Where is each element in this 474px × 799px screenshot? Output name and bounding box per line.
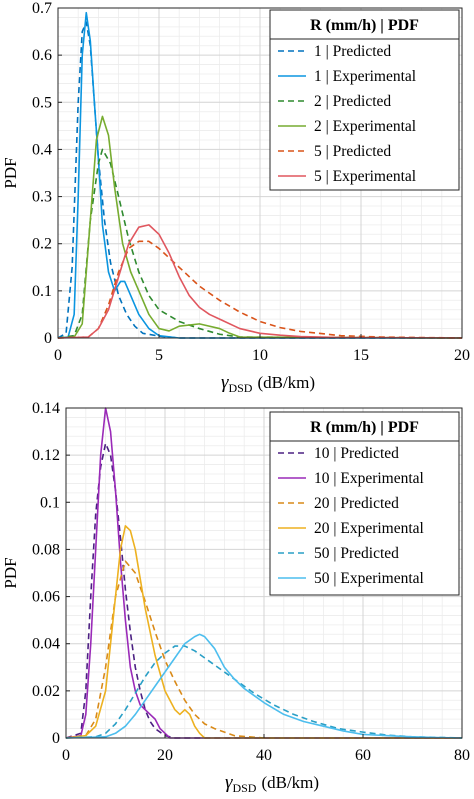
top-chart-panel: 0 5 10 15 20 0 0.1 0.2 0.3 0.4 0.5 0.6 0.7 PDF γDSD (dB… xyxy=(1,0,470,395)
x-axis-subscript: DSD xyxy=(232,781,256,795)
y-tick-label: 0 xyxy=(52,730,60,747)
x-axis-symbol: γ xyxy=(225,772,233,793)
legend-entry: 10 | Experimental xyxy=(314,470,424,487)
x-tick-label: 10 xyxy=(252,347,268,364)
legend-entry: 2 | Predicted xyxy=(314,93,391,110)
series-line-10-experimental xyxy=(65,407,462,739)
x-axis-subscript: DSD xyxy=(228,381,252,395)
x-tick-label: 0 xyxy=(62,747,70,764)
x-tick-label: 20 xyxy=(157,747,173,764)
legend-entry: 1 | Experimental xyxy=(314,68,416,85)
series-line-50-experimental xyxy=(65,633,463,739)
x-tick-label: 80 xyxy=(454,747,470,764)
series-line-1-predicted xyxy=(57,21,462,339)
x-axis-unit: (dB/km) xyxy=(257,373,315,392)
y-tick-label: 0.14 xyxy=(32,400,60,417)
legend: R (mm/h) | PDF 10 | Predicted 10 | Experim… xyxy=(269,411,460,596)
legend-box xyxy=(269,9,460,191)
series-line-50-predicted xyxy=(65,645,463,739)
x-axis-label: γDSD (dB/km) xyxy=(221,372,315,395)
y-tick-label: 0 xyxy=(44,330,52,347)
y-tick-label: 0.6 xyxy=(32,47,52,64)
y-axis-label: PDF xyxy=(1,157,20,188)
y-tick-label: 0.12 xyxy=(32,447,60,464)
y-tick-label: 0.5 xyxy=(32,94,52,111)
legend-entry: 20 | Predicted xyxy=(314,495,399,512)
x-tick-label: 20 xyxy=(454,347,470,364)
x-axis-unit: (dB/km) xyxy=(261,773,319,792)
series-line-5-experimental xyxy=(57,224,463,339)
x-axis-symbol: γ xyxy=(221,372,229,393)
y-tick-label: 0.7 xyxy=(32,0,52,17)
y-tick-label: 0.2 xyxy=(32,236,52,253)
x-tick-label: 0 xyxy=(54,347,62,364)
legend-entry: 50 | Predicted xyxy=(314,545,399,562)
y-tick-label: 0.08 xyxy=(32,541,60,558)
legend-entry: 20 | Experimental xyxy=(314,520,424,537)
y-tick-label: 0.1 xyxy=(40,494,60,511)
x-tick-label: 15 xyxy=(353,347,369,364)
y-tick-label: 0.04 xyxy=(32,636,60,653)
legend-entry: 5 | Experimental xyxy=(314,168,416,185)
series-line-20-experimental xyxy=(65,525,462,739)
legend-title: R (mm/h) | PDF xyxy=(310,419,419,436)
y-axis-label: PDF xyxy=(1,557,20,588)
bottom-chart-panel: 0 20 40 60 80 0 0.02 0.04 0.06 0.08 0.1 0.12 0.14 PDF… xyxy=(1,400,470,795)
legend-entry: 10 | Predicted xyxy=(314,445,399,462)
y-tick-label: 0.02 xyxy=(32,683,60,700)
series-line-5-predicted xyxy=(57,240,463,339)
series-line-1-experimental xyxy=(57,11,462,339)
legend-entry: 2 | Experimental xyxy=(314,118,416,135)
legend-entry: 50 | Experimental xyxy=(314,570,424,587)
legend: R (mm/h) | PDF 1 | Predicted 1 | Experimen… xyxy=(269,9,460,191)
legend-entry: 5 | Predicted xyxy=(314,143,391,160)
y-tick-label: 0.06 xyxy=(32,589,60,606)
series-line-20-predicted xyxy=(65,560,462,739)
x-axis-label: γDSD (dB/km) xyxy=(225,772,319,795)
legend-entry: 1 | Predicted xyxy=(314,43,391,60)
x-tick-label: 40 xyxy=(256,747,272,764)
y-tick-label: 0.1 xyxy=(32,283,52,300)
series-line-2-experimental xyxy=(57,115,463,339)
x-tick-label: 60 xyxy=(355,747,371,764)
legend-title: R (mm/h) | PDF xyxy=(310,17,419,34)
y-tick-label: 0.3 xyxy=(32,189,52,206)
y-tick-label: 0.4 xyxy=(32,141,52,158)
x-tick-label: 5 xyxy=(155,347,163,364)
